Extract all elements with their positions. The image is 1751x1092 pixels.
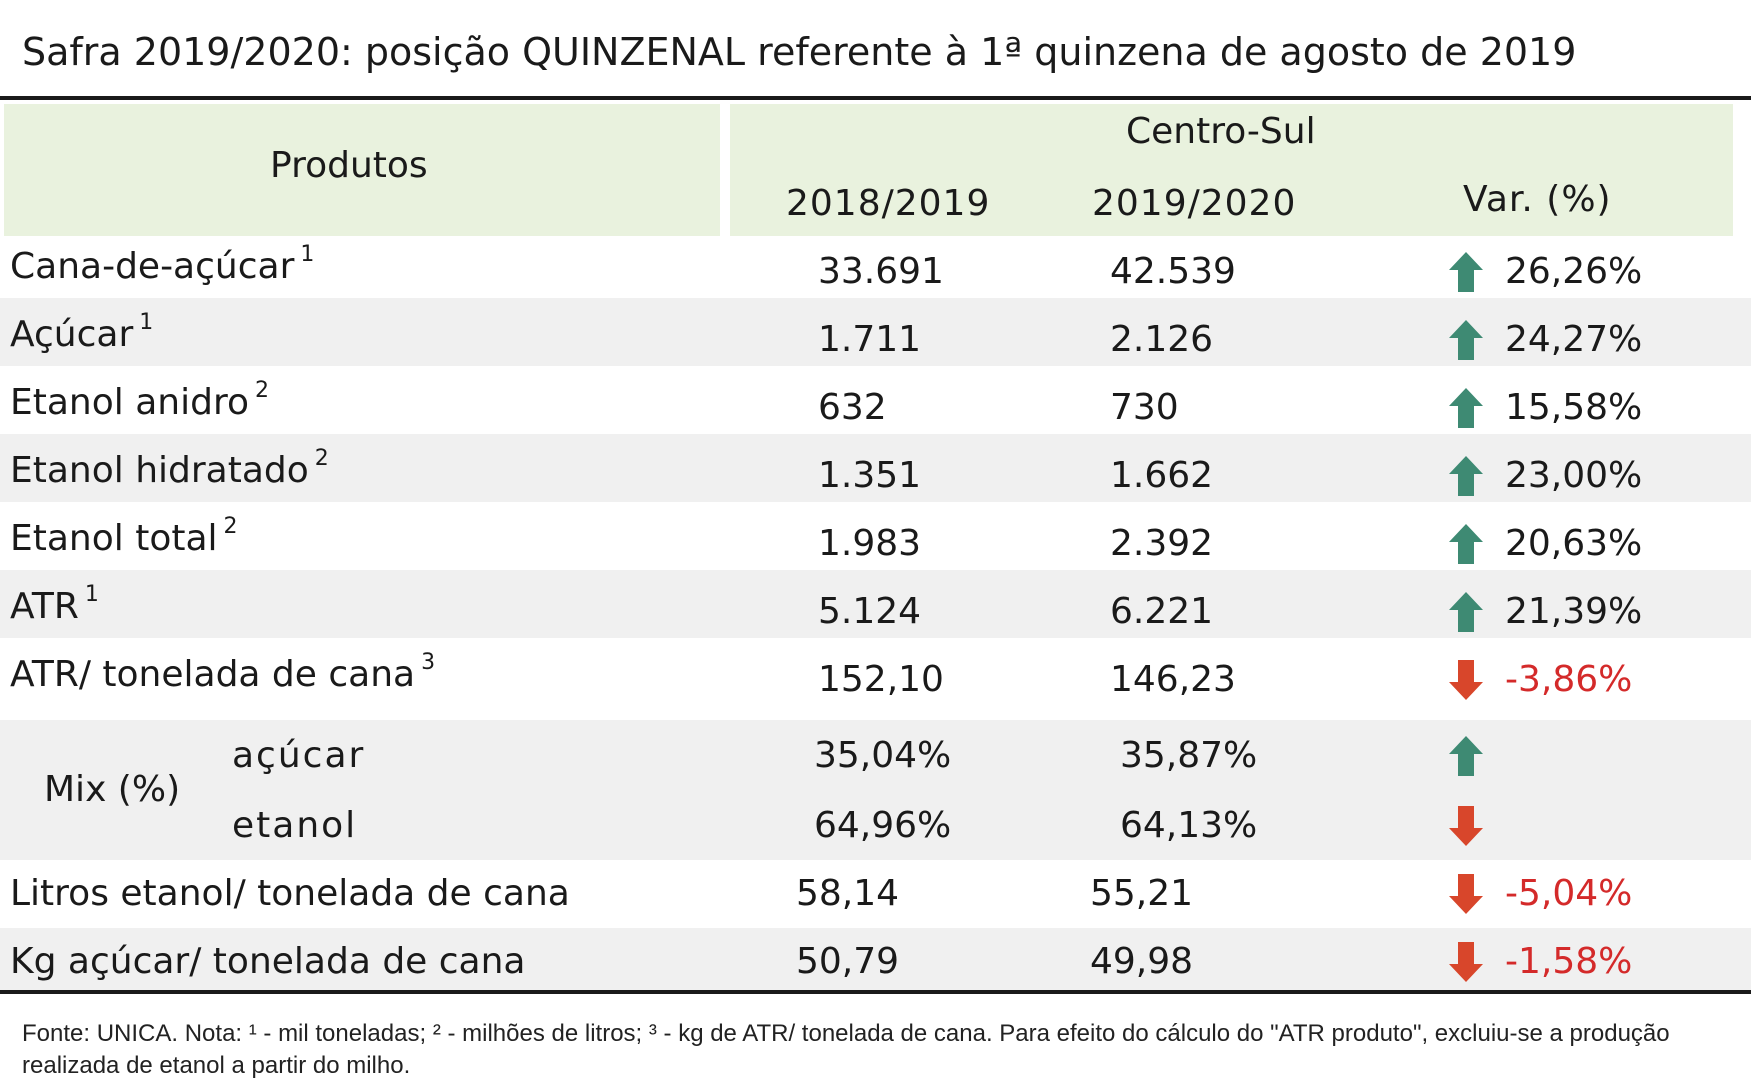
- header-produtos-bg: [4, 104, 720, 236]
- row-label-text: Açúcar: [10, 314, 134, 355]
- row-value-2018-2019: 1.351: [818, 455, 922, 496]
- header-col-var: Var. (%): [1463, 179, 1612, 220]
- header-col-2019-2020: 2019/2020: [1092, 183, 1297, 224]
- row-value-2019-2020: 49,98: [1090, 941, 1194, 982]
- arrow-up-icon: [1447, 522, 1485, 566]
- top-rule: [0, 96, 1751, 100]
- arrow-up-icon: [1447, 454, 1485, 498]
- row-label: Cana-de-açúcar 1: [10, 244, 314, 287]
- row-value-2018-2019: 5.124: [818, 591, 922, 632]
- header-produtos: Produtos: [270, 145, 428, 186]
- mix-etanol-v2: 64,13%: [1120, 805, 1258, 846]
- row-variation: -3,86%: [1505, 659, 1633, 700]
- row-value-2019-2020: 2.392: [1110, 523, 1214, 564]
- row-value-2018-2019: 58,14: [796, 873, 900, 914]
- row-variation: -5,04%: [1505, 873, 1633, 914]
- row-label-text: Etanol total: [10, 518, 218, 559]
- arrow-up-icon: [1447, 590, 1485, 634]
- row-value-2018-2019: 152,10: [818, 659, 944, 700]
- row-label: ATR/ tonelada de cana 3: [10, 652, 435, 695]
- row-value-2019-2020: 1.662: [1110, 455, 1214, 496]
- row-value-2019-2020: 146,23: [1110, 659, 1236, 700]
- arrow-down-icon: [1447, 804, 1485, 848]
- row-label: Kg açúcar/ tonelada de cana: [10, 941, 526, 982]
- row-label-footnote-mark: 1: [139, 310, 154, 335]
- row-label-text: Cana-de-açúcar: [10, 246, 295, 287]
- row-variation: 26,26%: [1505, 251, 1643, 292]
- row-variation: -1,58%: [1505, 941, 1633, 982]
- arrow-up-icon: [1447, 318, 1485, 362]
- mix-acucar-v2: 35,87%: [1120, 735, 1258, 776]
- row-label: Etanol total 2: [10, 516, 238, 559]
- bottom-rule: [0, 990, 1751, 994]
- row-label-footnote-mark: 1: [300, 242, 315, 267]
- row-value-2018-2019: 33.691: [818, 251, 944, 292]
- row-label-text: Etanol hidratado: [10, 450, 309, 491]
- row-value-2018-2019: 632: [818, 387, 887, 428]
- footnote: Fonte: UNICA. Nota: ¹ - mil toneladas; ²…: [22, 1020, 1670, 1079]
- mix-acucar-label: açúcar: [232, 735, 366, 776]
- row-label-footnote-mark: 3: [421, 650, 436, 675]
- row-variation: 23,00%: [1505, 455, 1643, 496]
- row-label-footnote-mark: 2: [314, 446, 329, 471]
- row-label-footnote-mark: 1: [84, 582, 99, 607]
- mix-etanol-label: etanol: [232, 805, 358, 846]
- row-variation: 15,58%: [1505, 387, 1643, 428]
- row-value-2019-2020: 55,21: [1090, 873, 1194, 914]
- header-region: Centro-Sul: [1126, 111, 1316, 152]
- row-value-2018-2019: 1.711: [818, 319, 922, 360]
- row-label: Litros etanol/ tonelada de cana: [10, 873, 570, 914]
- arrow-down-icon: [1447, 872, 1485, 916]
- row-label-text: ATR: [10, 586, 79, 627]
- arrow-down-icon: [1447, 658, 1485, 702]
- row-label: ATR 1: [10, 584, 99, 627]
- row-value-2019-2020: 2.126: [1110, 319, 1214, 360]
- row-label: Açúcar 1: [10, 312, 153, 355]
- table-title: Safra 2019/2020: posição QUINZENAL refer…: [22, 30, 1577, 74]
- row-label-text: ATR/ tonelada de cana: [10, 654, 416, 695]
- arrow-down-icon: [1447, 940, 1485, 984]
- mix-label: Mix (%): [44, 769, 181, 810]
- mix-acucar-v1: 35,04%: [814, 735, 952, 776]
- row-variation: 21,39%: [1505, 591, 1643, 632]
- row-variation: 20,63%: [1505, 523, 1643, 564]
- arrow-up-icon: [1447, 250, 1485, 294]
- row-label-footnote-mark: 2: [223, 514, 238, 539]
- row-label-text: Etanol anidro: [10, 382, 249, 423]
- row-value-2019-2020: 42.539: [1110, 251, 1236, 292]
- row-label: Etanol anidro 2: [10, 380, 269, 423]
- mix-etanol-v1: 64,96%: [814, 805, 952, 846]
- row-variation: 24,27%: [1505, 319, 1643, 360]
- row-value-2018-2019: 50,79: [796, 941, 900, 982]
- row-label-footnote-mark: 2: [254, 378, 269, 403]
- row-value-2019-2020: 730: [1110, 387, 1179, 428]
- row-value-2018-2019: 1.983: [818, 523, 922, 564]
- arrow-up-icon: [1447, 734, 1485, 778]
- row-label: Etanol hidratado 2: [10, 448, 329, 491]
- header-col-2018-2019: 2018/2019: [786, 183, 991, 224]
- row-value-2019-2020: 6.221: [1110, 591, 1214, 632]
- header-centro-sul-bg: [730, 104, 1733, 236]
- arrow-up-icon: [1447, 386, 1485, 430]
